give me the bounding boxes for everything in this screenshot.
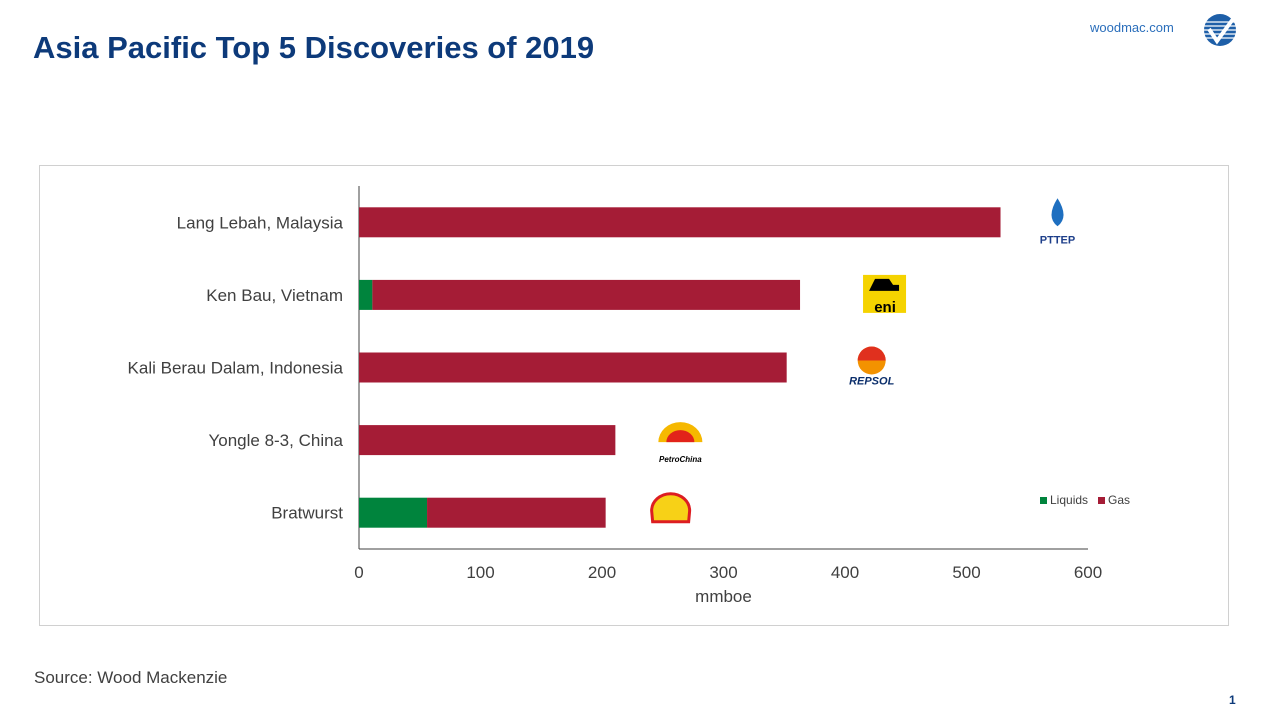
bar-gas <box>359 425 616 456</box>
bar-liquids <box>359 497 428 528</box>
site-link[interactable]: woodmac.com <box>1090 20 1174 35</box>
legend-label: Gas <box>1108 493 1130 507</box>
x-tick-label: 500 <box>952 563 980 582</box>
source-note: Source: Wood Mackenzie <box>34 668 228 687</box>
petrochina-logo-inner-icon <box>666 430 695 443</box>
category-label: Kali Berau Dalam, Indonesia <box>128 359 344 378</box>
pttep-logo-icon <box>1051 198 1064 227</box>
eni-logo-text: eni <box>874 299 896 316</box>
x-tick-label: 0 <box>354 563 363 582</box>
page-title: Asia Pacific Top 5 Discoveries of 2019 <box>33 30 595 65</box>
legend-swatch-liquids <box>1040 497 1047 504</box>
shell-logo-icon <box>650 492 692 524</box>
bar-gas <box>427 497 606 528</box>
repsol-logo-top-icon <box>857 346 886 361</box>
bar-gas <box>372 279 801 310</box>
category-label: Bratwurst <box>271 504 343 523</box>
x-tick-label: 400 <box>831 563 859 582</box>
pttep-logo-text: PTTEP <box>1040 234 1075 246</box>
x-tick-label: 300 <box>709 563 737 582</box>
page-number: 1 <box>1229 693 1236 707</box>
x-tick-label: 100 <box>466 563 494 582</box>
bar-gas <box>359 352 787 383</box>
eni-dog-icon <box>869 278 900 291</box>
wood-mackenzie-logo-icon <box>1204 14 1236 46</box>
category-label: Ken Bau, Vietnam <box>206 286 343 305</box>
x-tick-label: 600 <box>1074 563 1102 582</box>
bar-liquids <box>359 279 373 310</box>
repsol-logo-text: REPSOL <box>849 376 895 388</box>
petrochina-logo-text: PetroChina <box>659 455 702 464</box>
category-label: Lang Lebah, Malaysia <box>177 213 344 232</box>
bar-gas <box>359 207 1001 238</box>
x-axis-title: mmboe <box>695 587 752 606</box>
bar-chart: 0 100 200 300 400 500 600 mmboe Lang Lebah, Mala… <box>128 186 1130 606</box>
legend-label: Liquids <box>1050 493 1088 507</box>
chart-container: 0 100 200 300 400 500 600 mmboe Lang Lebah, Mala… <box>39 165 1229 626</box>
legend-swatch-gas <box>1098 497 1105 504</box>
x-tick-label: 200 <box>588 563 616 582</box>
category-label: Yongle 8-3, China <box>208 431 343 450</box>
